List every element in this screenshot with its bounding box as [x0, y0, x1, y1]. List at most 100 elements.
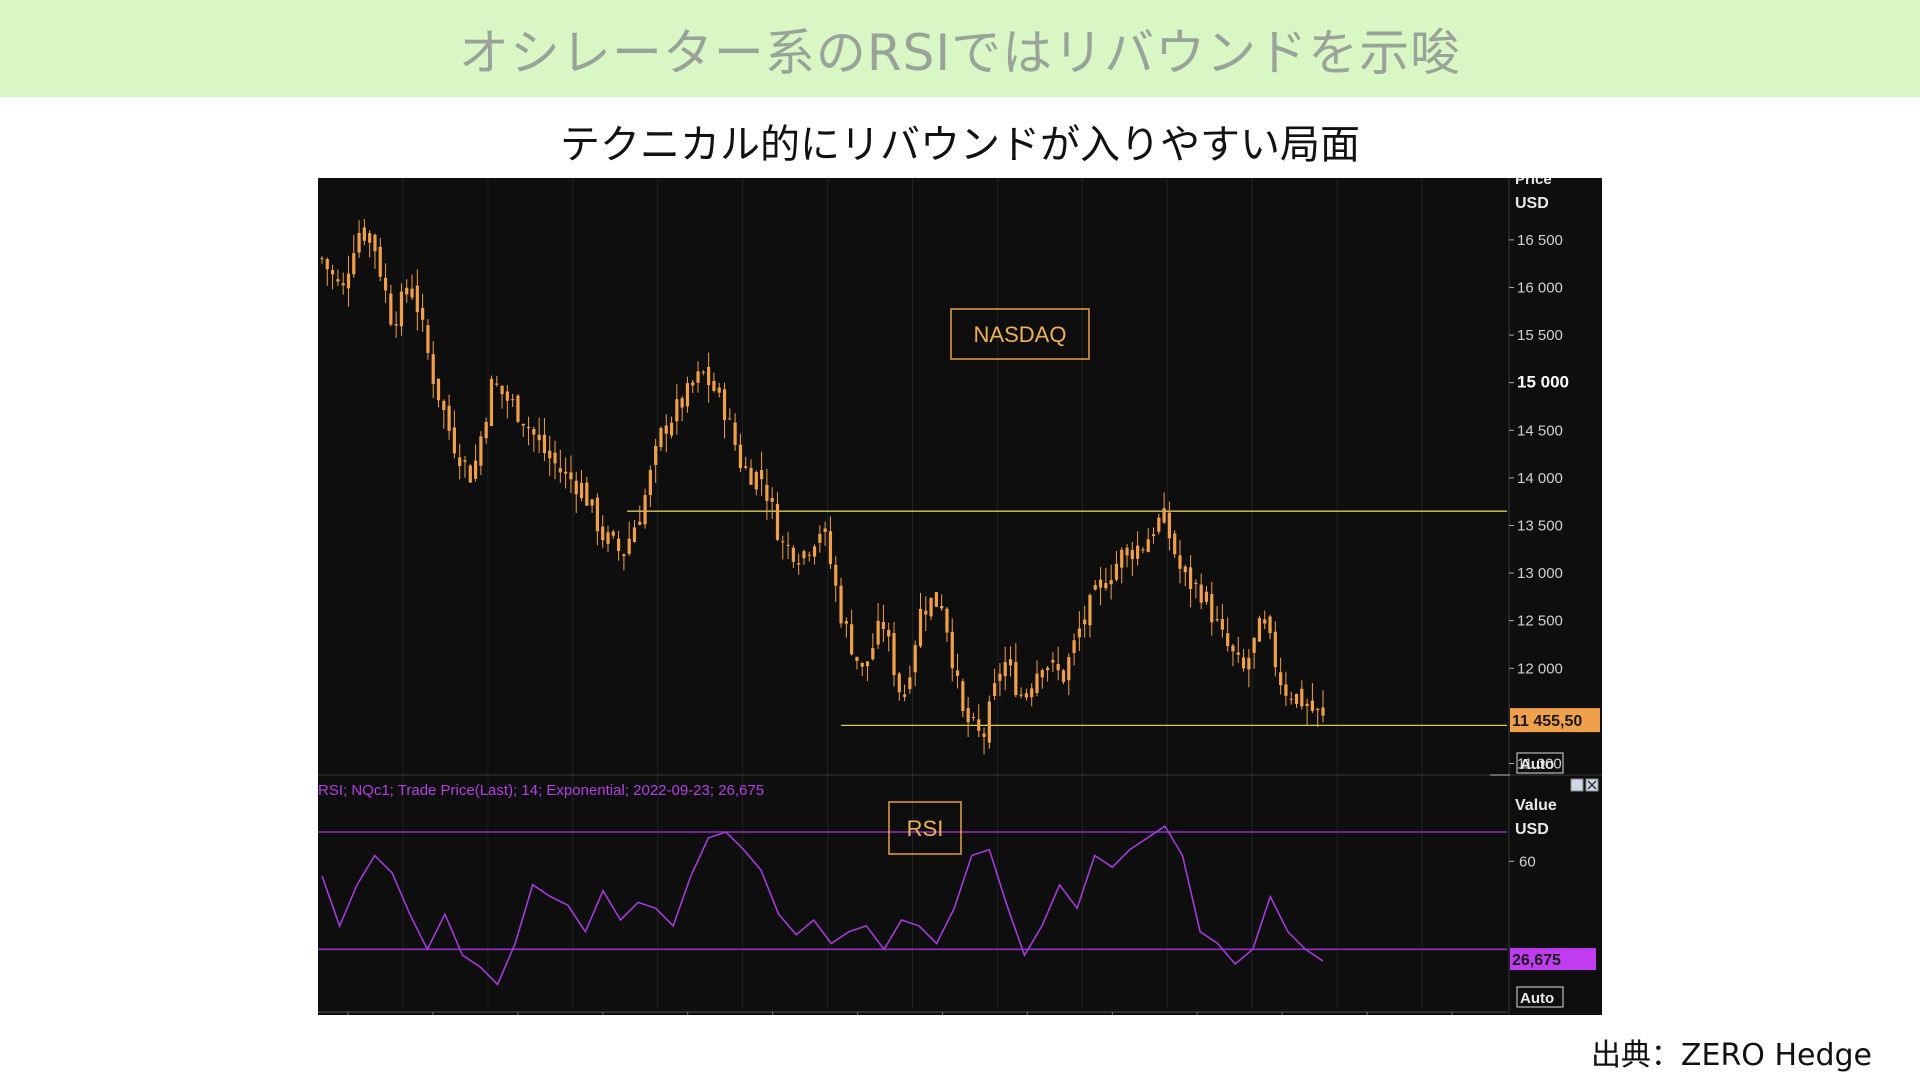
candle-body	[415, 285, 419, 313]
rsi-legend: RSI; NQc1; Trade Price(Last); 14; Expone…	[318, 782, 764, 799]
candle-body	[744, 466, 748, 468]
candle-body	[1114, 563, 1119, 580]
candle-body	[712, 380, 716, 391]
rsi-annotation-box	[888, 801, 962, 855]
chart-subtitle: テクニカル的にリバウンドが入りやすい局面	[560, 122, 1360, 168]
rsi-auto-button[interactable]	[1516, 986, 1564, 1008]
chart-svg: Price USD 16 500 16 000 15 500 15 000 14 500 14…	[318, 178, 1602, 1015]
candle-body	[659, 428, 663, 448]
candle-body	[1300, 688, 1304, 707]
candle-body	[1104, 583, 1108, 589]
candle-body	[1125, 547, 1129, 556]
candle-body	[1067, 657, 1071, 681]
candle-body	[1210, 594, 1214, 623]
price-badges[interactable]: 11 455,50 Auto	[1490, 708, 1600, 776]
price-axis-title: Price	[1515, 178, 1552, 188]
price-tick-label: 16 500	[1517, 232, 1563, 249]
candle-body	[1167, 512, 1172, 539]
candle-body	[855, 656, 859, 661]
candle-body	[1194, 582, 1198, 585]
rsi-badges[interactable]: 26,675 Auto	[1510, 778, 1599, 1008]
price-auto-button[interactable]	[1516, 752, 1564, 774]
candle-body	[585, 482, 589, 506]
candle-body	[1236, 652, 1240, 655]
candle-body	[701, 371, 705, 373]
candle-body	[887, 629, 891, 637]
candle-body	[945, 608, 949, 633]
candle-body	[1098, 579, 1103, 588]
candle-body	[839, 585, 843, 624]
candle-body	[389, 293, 393, 325]
candle-body	[865, 661, 870, 667]
candle-body	[993, 683, 997, 697]
candle-body	[1024, 693, 1029, 698]
candle-body	[664, 425, 668, 434]
candle-body	[325, 259, 329, 270]
candle-body	[1305, 703, 1309, 707]
candle-body	[638, 521, 642, 525]
candle-body	[1289, 698, 1293, 700]
candle-body	[489, 378, 494, 427]
candle-body	[1136, 545, 1140, 559]
candle-body	[341, 283, 345, 286]
candle-body	[982, 733, 986, 737]
candle-body	[1321, 707, 1325, 716]
rsi-auto-label: Auto	[1520, 990, 1554, 1007]
candle-body	[781, 541, 785, 543]
candle-body	[611, 531, 615, 536]
candle-body	[834, 564, 838, 586]
candle-body	[1003, 662, 1007, 677]
candle-body	[357, 233, 361, 253]
price-tick-label: 14 500	[1517, 422, 1563, 439]
candle-body	[797, 563, 801, 565]
candle-body	[622, 554, 626, 557]
candle-body	[1040, 670, 1044, 678]
pane-maximize-icon[interactable]	[1570, 778, 1584, 792]
candle-body	[929, 597, 933, 617]
price-auto-label: Auto	[1520, 756, 1554, 773]
candle-body	[1257, 618, 1262, 642]
candle-body	[505, 391, 509, 401]
price-tick-label: 16 000	[1517, 279, 1563, 296]
nasdaq-annotation-box	[950, 308, 1090, 360]
candle-body	[643, 495, 647, 525]
candle-body	[987, 701, 991, 743]
nasdaq-annotation: NASDAQ	[974, 322, 1067, 347]
candle-body	[1231, 645, 1235, 652]
candle-body	[1030, 688, 1034, 698]
price-tick-label: 12 500	[1517, 613, 1563, 630]
candle-body	[606, 532, 610, 544]
candle-body	[902, 694, 907, 697]
candle-body	[759, 470, 764, 480]
candle-body	[1173, 533, 1177, 555]
candle-body	[590, 499, 594, 506]
candle-body	[871, 647, 875, 660]
candle-body	[1199, 584, 1203, 603]
rsi-axis-title: Value	[1515, 797, 1557, 814]
candle-body	[410, 288, 414, 298]
candle-body	[1316, 708, 1320, 711]
candle-body	[1268, 616, 1272, 634]
candle-body	[1146, 539, 1150, 553]
candle-body	[516, 395, 520, 422]
candle-body	[500, 385, 504, 395]
candle-body	[786, 544, 790, 546]
candle-body	[378, 246, 382, 277]
candle-body	[1279, 672, 1283, 686]
candle-body	[542, 434, 547, 453]
candle-body	[627, 538, 631, 554]
candle-body	[548, 450, 552, 459]
candle-body	[696, 371, 700, 383]
candle-body	[362, 227, 366, 241]
price-tick-label: 12 000	[1517, 660, 1563, 677]
candle-body	[346, 273, 351, 289]
title-banner: オシレーター系のRSIではリバウンドを示唆	[0, 0, 1920, 97]
source-credit: 出典：ZERO Hedge	[1590, 1038, 1872, 1073]
candle-body	[1157, 517, 1161, 532]
candle-body	[1162, 508, 1166, 523]
candle-body	[521, 424, 525, 426]
candle-body	[436, 378, 441, 401]
candle-body	[1247, 657, 1251, 670]
candle-body	[897, 673, 901, 693]
price-tick-label: 15 000	[1517, 373, 1569, 392]
